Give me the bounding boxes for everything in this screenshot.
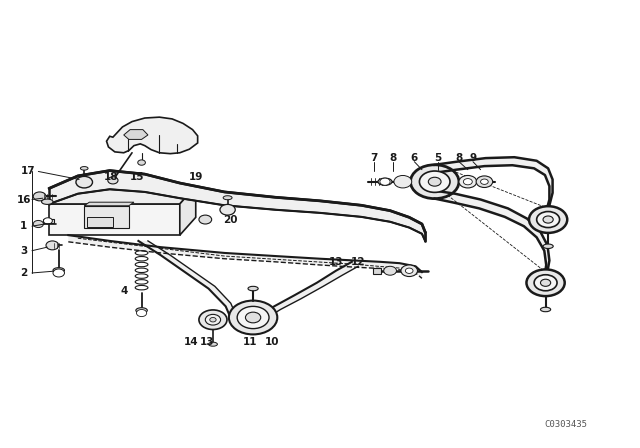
Text: 9: 9 [469, 153, 477, 163]
Text: 2: 2 [20, 268, 28, 278]
Circle shape [384, 266, 396, 275]
Circle shape [246, 312, 260, 323]
Text: 15: 15 [130, 172, 145, 182]
Ellipse shape [209, 342, 218, 346]
Polygon shape [373, 267, 381, 274]
Ellipse shape [53, 267, 65, 273]
Circle shape [136, 310, 147, 317]
Text: 6: 6 [411, 153, 418, 163]
Circle shape [463, 179, 472, 185]
Ellipse shape [136, 308, 147, 313]
Ellipse shape [378, 178, 392, 185]
Text: 7: 7 [371, 153, 378, 163]
Circle shape [199, 215, 212, 224]
Circle shape [76, 177, 93, 188]
Text: 16: 16 [17, 194, 31, 205]
Bar [88, 217, 113, 227]
Circle shape [534, 275, 557, 291]
Text: 13: 13 [329, 257, 343, 267]
Text: 1: 1 [20, 221, 28, 231]
Text: 11: 11 [243, 336, 257, 347]
Text: 17: 17 [21, 167, 35, 177]
Circle shape [401, 265, 417, 276]
Circle shape [53, 269, 65, 277]
Polygon shape [262, 262, 358, 317]
Circle shape [44, 218, 52, 224]
Polygon shape [124, 129, 148, 139]
Text: 20: 20 [223, 215, 238, 225]
Circle shape [394, 176, 412, 188]
Polygon shape [43, 219, 54, 223]
Circle shape [419, 171, 450, 192]
Ellipse shape [540, 307, 550, 312]
Ellipse shape [543, 244, 553, 249]
Circle shape [529, 206, 567, 233]
Polygon shape [84, 202, 134, 206]
Polygon shape [68, 235, 422, 278]
Text: 12: 12 [351, 257, 365, 267]
Polygon shape [138, 241, 235, 315]
Circle shape [205, 314, 221, 325]
Circle shape [108, 177, 118, 184]
Text: 19: 19 [189, 172, 203, 182]
Polygon shape [49, 204, 180, 235]
Polygon shape [106, 117, 198, 154]
Circle shape [428, 177, 441, 186]
Text: 5: 5 [435, 153, 442, 163]
Bar [84, 206, 129, 228]
Circle shape [237, 306, 269, 329]
Text: 8: 8 [390, 153, 397, 163]
Circle shape [199, 310, 227, 330]
Circle shape [380, 178, 390, 185]
Circle shape [459, 176, 477, 188]
Ellipse shape [223, 196, 232, 200]
Circle shape [229, 301, 277, 334]
Circle shape [405, 268, 413, 273]
Ellipse shape [81, 167, 88, 170]
Polygon shape [435, 190, 549, 278]
Polygon shape [435, 157, 552, 211]
Circle shape [46, 241, 59, 250]
Circle shape [476, 176, 493, 188]
Circle shape [527, 269, 564, 296]
Ellipse shape [248, 286, 258, 291]
Text: 8: 8 [455, 153, 463, 163]
Polygon shape [180, 186, 196, 235]
Text: 13: 13 [200, 336, 214, 347]
Circle shape [33, 220, 44, 228]
Text: 4: 4 [121, 286, 128, 296]
Polygon shape [49, 171, 425, 241]
Text: C0303435: C0303435 [545, 420, 588, 429]
Circle shape [138, 160, 145, 165]
Text: 10: 10 [265, 336, 280, 347]
Circle shape [33, 192, 46, 201]
Circle shape [537, 211, 559, 228]
Circle shape [220, 204, 236, 215]
Ellipse shape [42, 199, 53, 204]
Ellipse shape [78, 179, 91, 185]
Polygon shape [49, 186, 196, 204]
Text: 3: 3 [20, 246, 28, 256]
Text: 14: 14 [184, 336, 198, 347]
Circle shape [410, 165, 459, 198]
Circle shape [481, 179, 488, 185]
Circle shape [540, 279, 550, 286]
Circle shape [543, 216, 553, 223]
Circle shape [210, 318, 216, 322]
Text: 18: 18 [104, 172, 118, 182]
